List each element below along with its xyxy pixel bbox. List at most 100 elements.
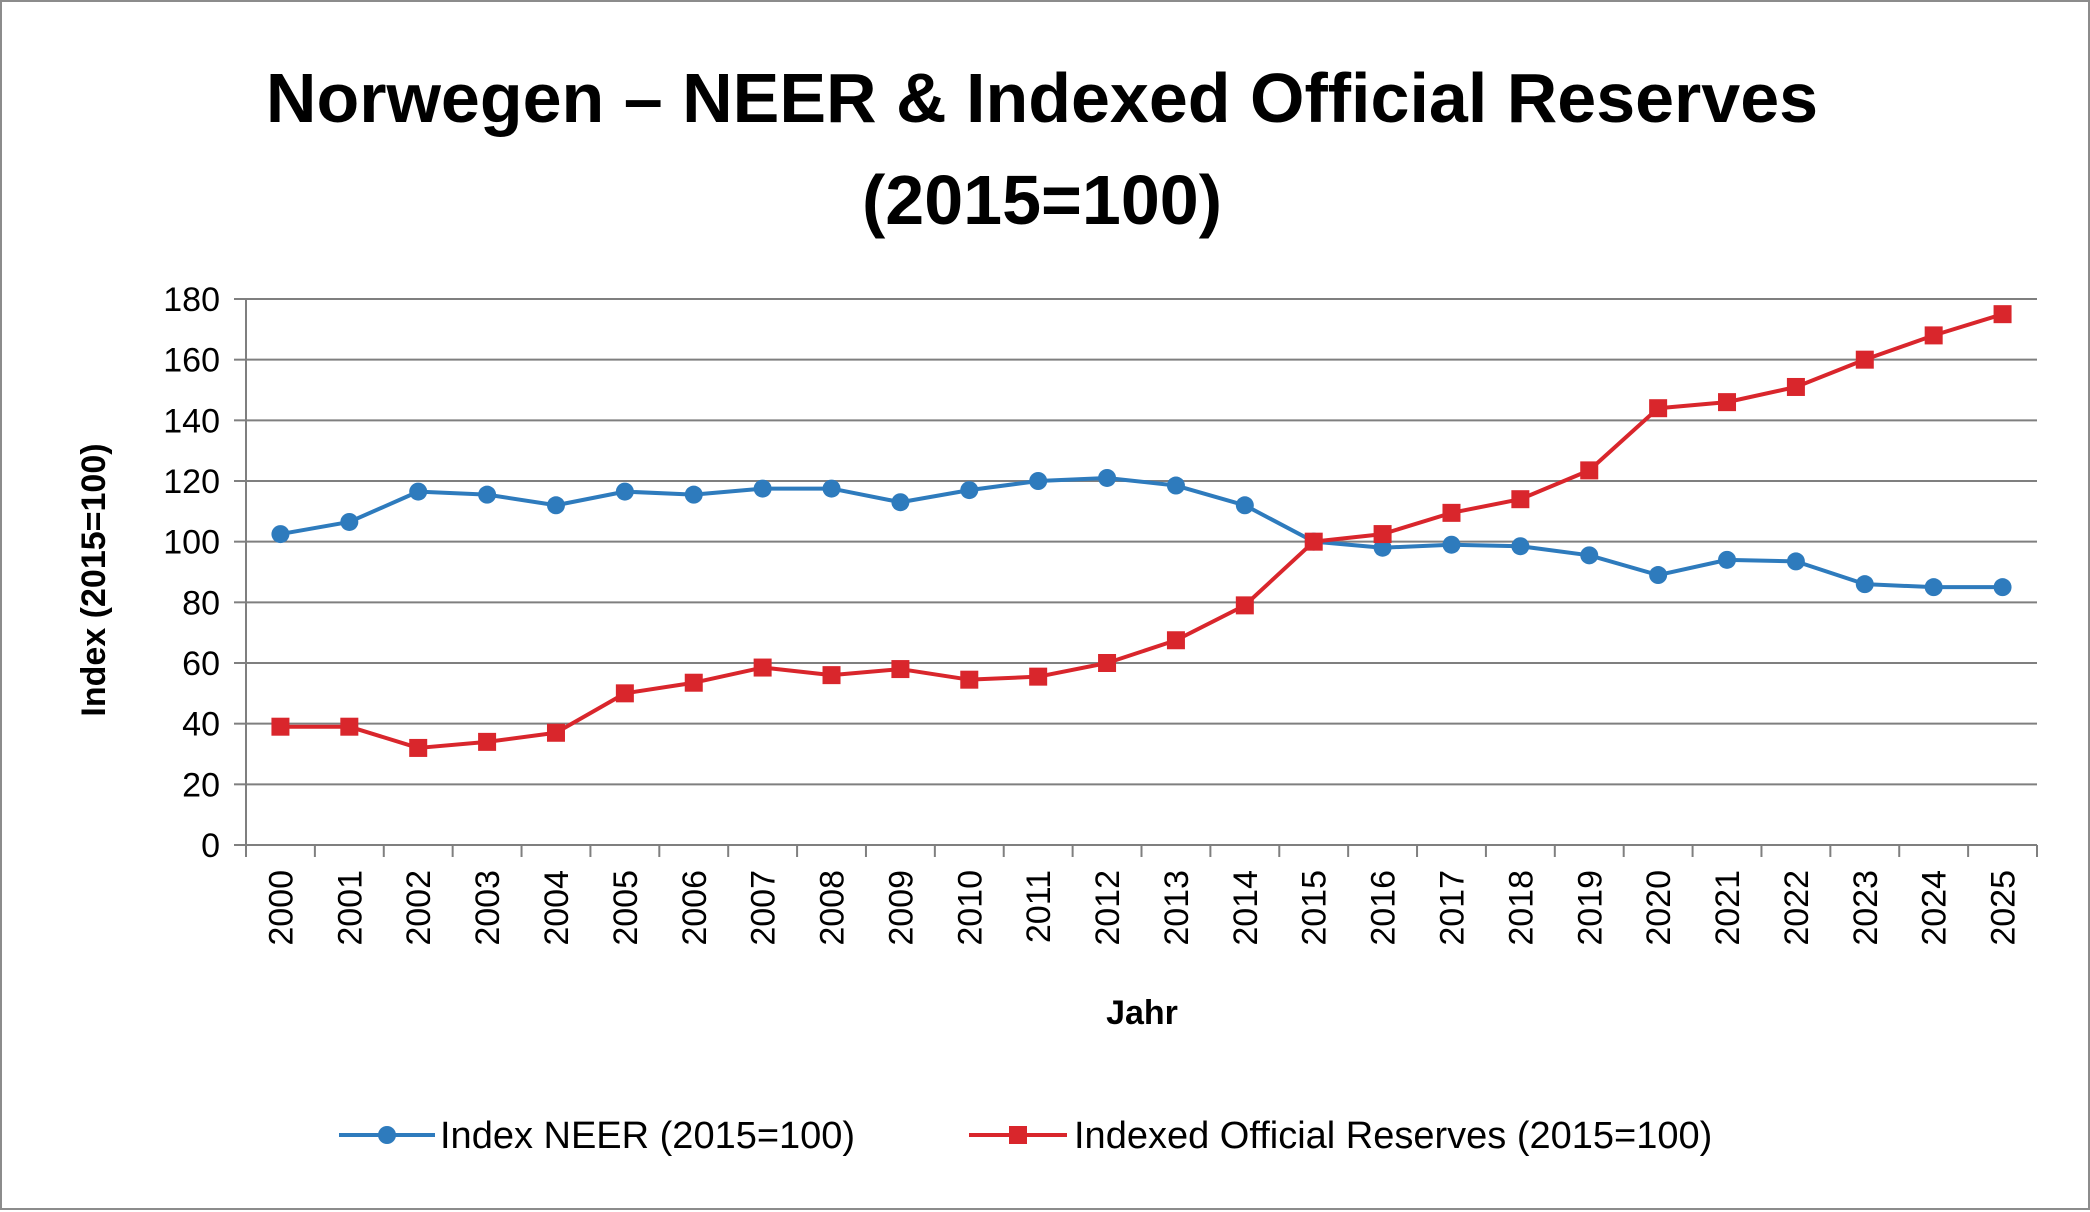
series-1: [271, 305, 2012, 757]
x-tick-label: 2005: [607, 870, 645, 946]
series-line: [280, 312, 2004, 750]
y-tick-label: 40: [182, 706, 220, 744]
data-point: [753, 658, 772, 677]
data-point: [684, 673, 703, 692]
data-point: [546, 496, 565, 515]
data-point: [1098, 654, 1117, 672]
x-tick-label: 2004: [538, 870, 576, 946]
y-tick-label: 80: [182, 584, 220, 622]
legend-label: Indexed Official Reserves (2015=100): [1074, 1115, 1712, 1157]
data-point: [1373, 525, 1392, 544]
data-point: [1786, 377, 1805, 396]
data-point: [1855, 575, 1874, 594]
data-point: [960, 670, 979, 689]
x-tick-label: 2024: [1916, 870, 1954, 946]
data-point: [1373, 538, 1392, 557]
data-point: [1511, 490, 1530, 509]
axes: [234, 298, 2038, 857]
y-tick-labels: 0 20 40 60 80 100 120 140 160 180: [163, 281, 220, 865]
data-point: [1442, 535, 1461, 554]
x-tick-label: 2020: [1640, 870, 1678, 946]
x-tick-label: 2007: [745, 870, 783, 946]
y-tick-label: 20: [182, 766, 220, 804]
data-point: [891, 660, 910, 679]
x-axis-label: Jahr: [1106, 994, 1178, 1032]
data-point: [1855, 350, 1874, 369]
data-point: [822, 666, 841, 685]
x-tick-label: 2010: [951, 870, 989, 946]
y-tick-label: 120: [163, 463, 220, 501]
data-point: [1442, 503, 1461, 522]
x-tick-label: 2002: [400, 870, 438, 946]
data-point: [1718, 393, 1737, 412]
data-point: [1580, 546, 1599, 565]
y-tick-label: 0: [201, 827, 220, 865]
x-tick-label: 2021: [1709, 870, 1747, 946]
x-tick-label: 2014: [1227, 870, 1265, 946]
y-tick-label: 140: [163, 402, 220, 440]
x-tick-label: 2015: [1296, 870, 1334, 946]
data-point: [960, 481, 979, 500]
x-tick-label: 2016: [1365, 870, 1403, 946]
data-point: [1649, 566, 1668, 585]
legend-item-1: Indexed Official Reserves (2015=100): [969, 1115, 1712, 1157]
data-point: [271, 717, 290, 736]
y-axis-label: Index (2015=100): [75, 443, 113, 716]
legend-marker: [1009, 1126, 1027, 1144]
data-point: [271, 525, 290, 544]
data-point: [615, 482, 634, 501]
data-point: [1580, 461, 1599, 480]
data-point: [1166, 631, 1185, 650]
data-point: [1166, 476, 1185, 495]
series-line: [280, 475, 2003, 590]
data-point: [1924, 578, 1943, 597]
x-tick-label: 2025: [1985, 870, 2023, 946]
y-tick-label: 100: [163, 524, 220, 562]
x-tick-label: 2006: [676, 870, 714, 946]
x-tick-label: 2003: [469, 870, 507, 946]
data-point: [1235, 496, 1254, 515]
x-tick-labels: 2000 2001 2002 2003 2004 2005 2006 2007 2008 2009…: [262, 870, 2022, 946]
legend: Index NEER (2015=100) Indexed Official Re…: [339, 1115, 1712, 1157]
data-point: [1235, 596, 1254, 615]
x-tick-label: 2012: [1089, 870, 1127, 946]
chart-title-line2: (2015=100): [862, 161, 1222, 239]
data-point: [822, 479, 841, 498]
x-tick-label: 2017: [1433, 870, 1471, 946]
data-point: [1924, 326, 1943, 345]
data-point: [1029, 667, 1048, 686]
data-point: [615, 684, 634, 703]
x-tick-label: 2022: [1778, 870, 1816, 946]
x-tick-label: 2000: [262, 870, 300, 946]
data-point: [1304, 532, 1323, 551]
y-tick-label: 60: [182, 645, 220, 683]
legend-label: Index NEER (2015=100): [440, 1115, 855, 1157]
data-point: [546, 723, 565, 742]
data-point: [891, 493, 910, 512]
data-point: [1993, 578, 2012, 597]
x-tick-label: 2009: [882, 870, 920, 946]
x-tick-label: 2011: [1020, 870, 1058, 943]
data-point: [1511, 537, 1530, 556]
x-tick-label: 2001: [331, 870, 369, 946]
x-tick-label: 2008: [814, 870, 852, 946]
x-tick-label: 2013: [1158, 870, 1196, 946]
x-tick-label: 2023: [1847, 870, 1885, 946]
data-point: [1718, 550, 1737, 569]
data-point: [753, 479, 772, 498]
data-point: [684, 485, 703, 504]
data-point: [409, 482, 428, 501]
data-point: [409, 738, 428, 757]
gridlines: [246, 298, 2037, 786]
series-0: [271, 468, 2012, 597]
data-point: [1029, 472, 1048, 490]
data-point: [1098, 468, 1117, 487]
data-point: [1993, 305, 2012, 324]
x-tick-label: 2018: [1502, 870, 1540, 946]
data-point: [478, 485, 497, 504]
legend-marker: [378, 1126, 396, 1144]
y-tick-label: 180: [163, 281, 220, 319]
x-tick-label: 2019: [1571, 870, 1609, 946]
chart-title-line1: Norwegen – NEER & Indexed Official Reser…: [266, 59, 1818, 137]
